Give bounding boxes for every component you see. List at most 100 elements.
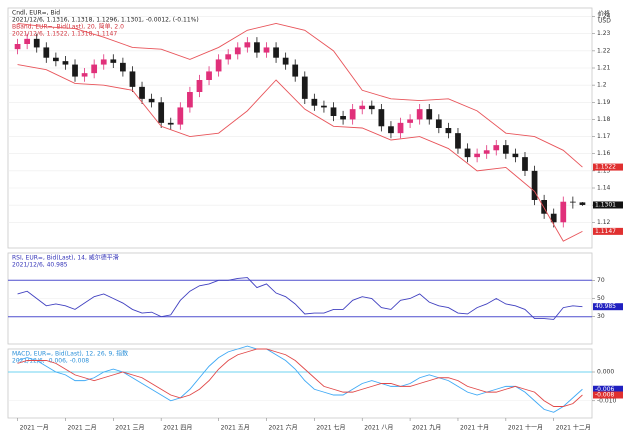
candle-body xyxy=(196,80,203,92)
candle-body xyxy=(292,64,299,77)
series-line xyxy=(17,277,583,320)
y-tick-label: 1.16 xyxy=(597,150,611,157)
candle-body xyxy=(43,47,50,58)
candle-body xyxy=(311,98,318,106)
candle-body xyxy=(531,170,538,200)
candle-body xyxy=(234,47,241,55)
x-tick-label: 2021 五月 xyxy=(221,425,250,432)
value-flag-label: 1.1301 xyxy=(595,201,616,208)
legend-text: 2021/12/6, 40.985 xyxy=(12,262,68,269)
candle-body xyxy=(502,145,509,154)
candle-body xyxy=(330,107,337,116)
candle-body xyxy=(368,105,375,110)
x-tick-label: 2021 三月 xyxy=(115,425,144,432)
candle-body xyxy=(62,61,69,65)
legend-text: Cndl, EUR=, Bid xyxy=(12,10,60,17)
candle-body xyxy=(579,202,586,205)
candle-body xyxy=(52,57,59,62)
y-tick-label: 1.21 xyxy=(597,65,611,72)
y-tick-label: 1.14 xyxy=(597,185,611,192)
candle-body xyxy=(24,38,31,44)
candle-body xyxy=(263,47,270,53)
candle-body xyxy=(416,109,423,120)
y-tick-label: 0.000 xyxy=(597,369,614,376)
value-flag xyxy=(593,391,623,399)
series-line xyxy=(17,345,583,413)
value-flag xyxy=(593,385,623,393)
value-flag-label: -0.006 xyxy=(595,386,615,393)
x-tick-label: 2021 二月 xyxy=(67,425,96,432)
candle-body xyxy=(244,42,251,48)
y-tick-label: 1.24 xyxy=(597,13,611,20)
candle-body xyxy=(167,122,174,125)
candle-body xyxy=(215,59,222,72)
value-flag xyxy=(593,163,623,171)
y-tick-label: 1.15 xyxy=(597,167,611,174)
candle-body xyxy=(139,86,145,99)
x-tick-label: 2021 十一月 xyxy=(508,424,543,432)
candle-body xyxy=(301,76,308,99)
axis-unit: USD xyxy=(598,18,611,25)
value-flag xyxy=(593,303,623,311)
candle-body xyxy=(110,59,117,63)
candle-body xyxy=(388,126,394,134)
candle-body xyxy=(282,57,289,65)
candle-body xyxy=(187,92,193,108)
y-tick-label: 1.22 xyxy=(597,47,611,54)
x-tick-label: 2021 六月 xyxy=(268,424,297,432)
candle-body xyxy=(100,59,107,65)
x-tick-label: 2021 七月 xyxy=(316,424,345,432)
candle-body xyxy=(254,42,260,53)
candle-body xyxy=(464,148,471,158)
candle-body xyxy=(541,200,548,214)
band-line xyxy=(17,64,583,242)
x-tick-label: 2021 十月 xyxy=(460,424,489,432)
legend-text: MACD, EUR=, Bid(Last), 12, 26, 9, 指数 xyxy=(12,350,128,358)
y-tick-label: -0.010 xyxy=(597,397,617,404)
value-flag-label: 40.985 xyxy=(595,303,616,310)
candle-body xyxy=(359,105,366,110)
candle-body xyxy=(474,153,480,158)
candle-body xyxy=(550,213,557,223)
candle-body xyxy=(81,73,88,77)
candle-body xyxy=(340,116,346,120)
candle-body xyxy=(14,44,21,50)
candle-body xyxy=(455,133,461,149)
candle-body xyxy=(33,38,40,48)
y-tick-label: 70 xyxy=(597,277,605,284)
y-tick-label: 50 xyxy=(597,295,605,302)
value-flag xyxy=(593,227,623,235)
candle-body xyxy=(91,64,98,74)
candle-body xyxy=(206,71,212,80)
candle-body xyxy=(522,157,528,171)
y-tick-label: 1.17 xyxy=(597,133,611,140)
candle-body xyxy=(273,47,279,58)
x-tick-label: 2021 九月 xyxy=(412,424,441,432)
x-tick-label: 2021 四月 xyxy=(163,425,192,432)
candle-body xyxy=(397,122,404,134)
candle-body xyxy=(349,109,356,120)
candle-body xyxy=(120,62,126,72)
y-tick-label: 1.19 xyxy=(597,99,611,106)
band-line xyxy=(17,22,583,168)
candle-body xyxy=(225,54,232,60)
candle-body xyxy=(158,102,165,123)
x-tick-label: 2021 八月 xyxy=(364,425,393,432)
y-tick-label: 1.23 xyxy=(597,30,611,37)
legend-text: 2021/12/6, -0.006, -0.008 xyxy=(12,358,89,365)
legend-text: RSI, EUR=, Bid(Last), 14, 威尔德平滑 xyxy=(12,254,119,262)
series-line xyxy=(17,348,583,407)
candle-body xyxy=(560,201,567,223)
candle-body xyxy=(148,98,155,103)
y-tick-label: 1.12 xyxy=(597,219,611,226)
x-tick-label: 2021 十二月 xyxy=(556,424,591,432)
candle-body xyxy=(435,119,442,128)
candle-body xyxy=(493,145,500,151)
y-tick-label: 30 xyxy=(597,313,605,320)
value-flag-label: -0.008 xyxy=(595,392,615,399)
axis-label: 价格 xyxy=(598,10,610,18)
candle-body xyxy=(483,150,490,154)
candle-body xyxy=(569,201,576,203)
candle-body xyxy=(72,64,78,77)
